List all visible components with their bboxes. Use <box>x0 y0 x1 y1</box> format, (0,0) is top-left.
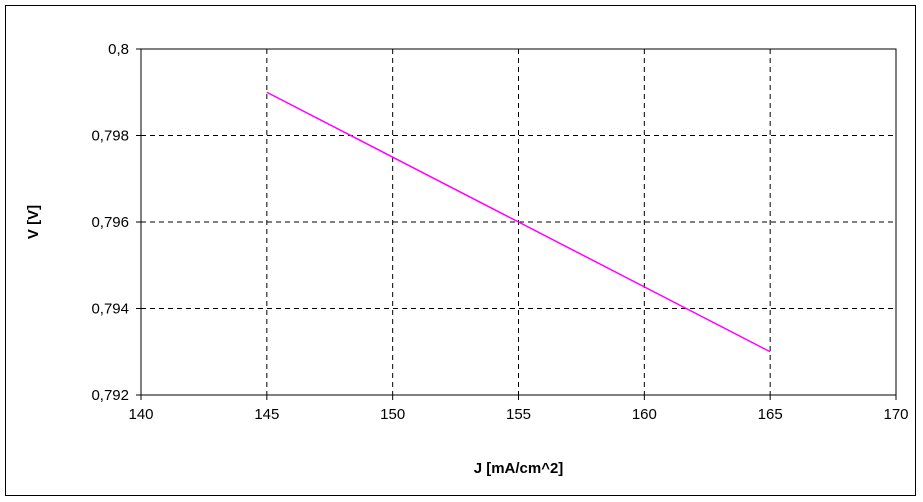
x-axis-label: J [mA/cm^2] <box>474 460 564 477</box>
grid-lines <box>141 49 896 395</box>
y-axis-label: V [V] <box>25 205 42 239</box>
x-tick-label: 160 <box>632 406 657 423</box>
x-tick-label: 170 <box>883 406 908 423</box>
x-tick-label: 145 <box>254 406 279 423</box>
x-tick-label: 155 <box>506 406 531 423</box>
y-axis-ticks: 0,792 0,794 0,796 0,798 0,8 <box>91 41 141 404</box>
y-tick-label: 0,794 <box>91 301 129 318</box>
x-tick-label: 140 <box>128 406 153 423</box>
series-group <box>266 91 771 353</box>
series-line <box>266 91 771 353</box>
y-tick-label: 0,8 <box>108 41 129 58</box>
x-tick-label: 165 <box>758 406 783 423</box>
y-tick-label: 0,792 <box>91 387 129 404</box>
x-axis-ticks: 140 145 150 155 160 165 170 <box>128 395 909 423</box>
y-tick-label: 0,796 <box>91 214 129 231</box>
chart-frame <box>5 5 916 496</box>
x-tick-label: 150 <box>380 406 405 423</box>
y-tick-label: 0,798 <box>91 128 129 145</box>
